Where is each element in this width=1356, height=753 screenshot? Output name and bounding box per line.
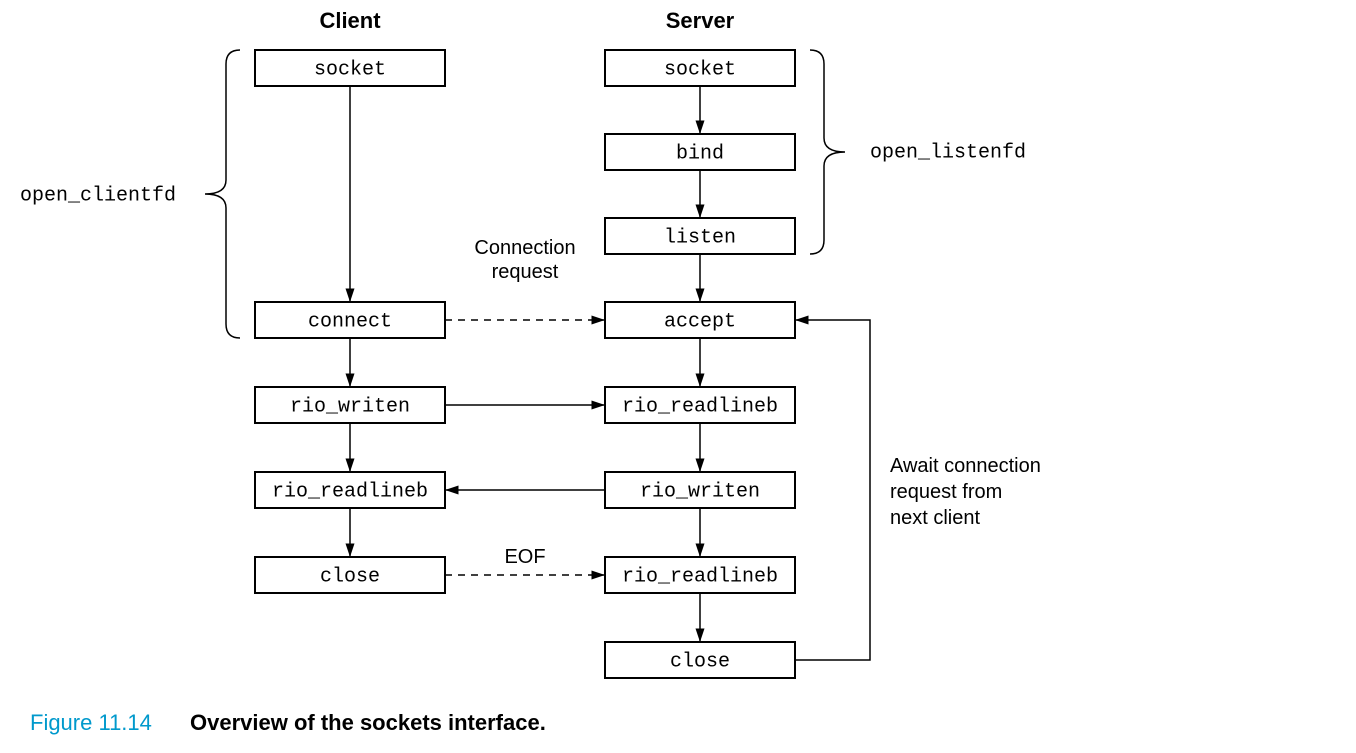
node-c_connect: connect <box>255 302 445 338</box>
node-label-s_readlineb2: rio_readlineb <box>622 565 778 588</box>
caption-text: Overview of the sockets interface. <box>190 710 546 735</box>
annotation-line-1: request from <box>890 481 1002 503</box>
brace-left <box>205 50 240 338</box>
annotation-line-2: next client <box>890 507 980 529</box>
caption-number: Figure 11.14 <box>30 710 152 735</box>
node-label-c_connect: connect <box>308 310 392 333</box>
node-s_readlineb2: rio_readlineb <box>605 557 795 593</box>
hedge-label-c_connect-s_accept-0: Connection <box>474 237 575 259</box>
node-c_readlineb: rio_readlineb <box>255 472 445 508</box>
brace-right <box>810 50 845 254</box>
node-label-s_writen: rio_writen <box>640 480 760 503</box>
annotation-line-0: Await connection <box>890 455 1041 477</box>
client-heading: Client <box>319 8 381 33</box>
node-c_close: close <box>255 557 445 593</box>
node-c_writen: rio_writen <box>255 387 445 423</box>
node-s_accept: accept <box>605 302 795 338</box>
server-heading: Server <box>666 8 735 33</box>
brace-label-left: open_clientfd <box>20 184 176 207</box>
node-label-s_accept: accept <box>664 310 736 333</box>
node-label-s_readlineb: rio_readlineb <box>622 395 778 418</box>
node-c_socket: socket <box>255 50 445 86</box>
node-label-s_socket: socket <box>664 58 736 81</box>
hedge-label-c_close-s_readlineb2-0: EOF <box>504 546 545 568</box>
node-s_close: close <box>605 642 795 678</box>
node-label-s_bind: bind <box>676 142 724 165</box>
node-label-c_socket: socket <box>314 58 386 81</box>
sockets-diagram: Client Server socket connect rio_writen rio_r… <box>0 0 1356 753</box>
node-label-c_readlineb: rio_readlineb <box>272 480 428 503</box>
hedge-label-c_connect-s_accept-1: request <box>492 261 559 283</box>
node-s_listen: listen <box>605 218 795 254</box>
node-label-c_close: close <box>320 565 380 588</box>
node-s_readlineb: rio_readlineb <box>605 387 795 423</box>
node-label-s_close: close <box>670 650 730 673</box>
loop-edge <box>795 320 870 660</box>
node-s_bind: bind <box>605 134 795 170</box>
node-label-s_listen: listen <box>664 226 736 249</box>
node-s_writen: rio_writen <box>605 472 795 508</box>
brace-label-right: open_listenfd <box>870 141 1026 164</box>
node-s_socket: socket <box>605 50 795 86</box>
node-label-c_writen: rio_writen <box>290 395 410 418</box>
